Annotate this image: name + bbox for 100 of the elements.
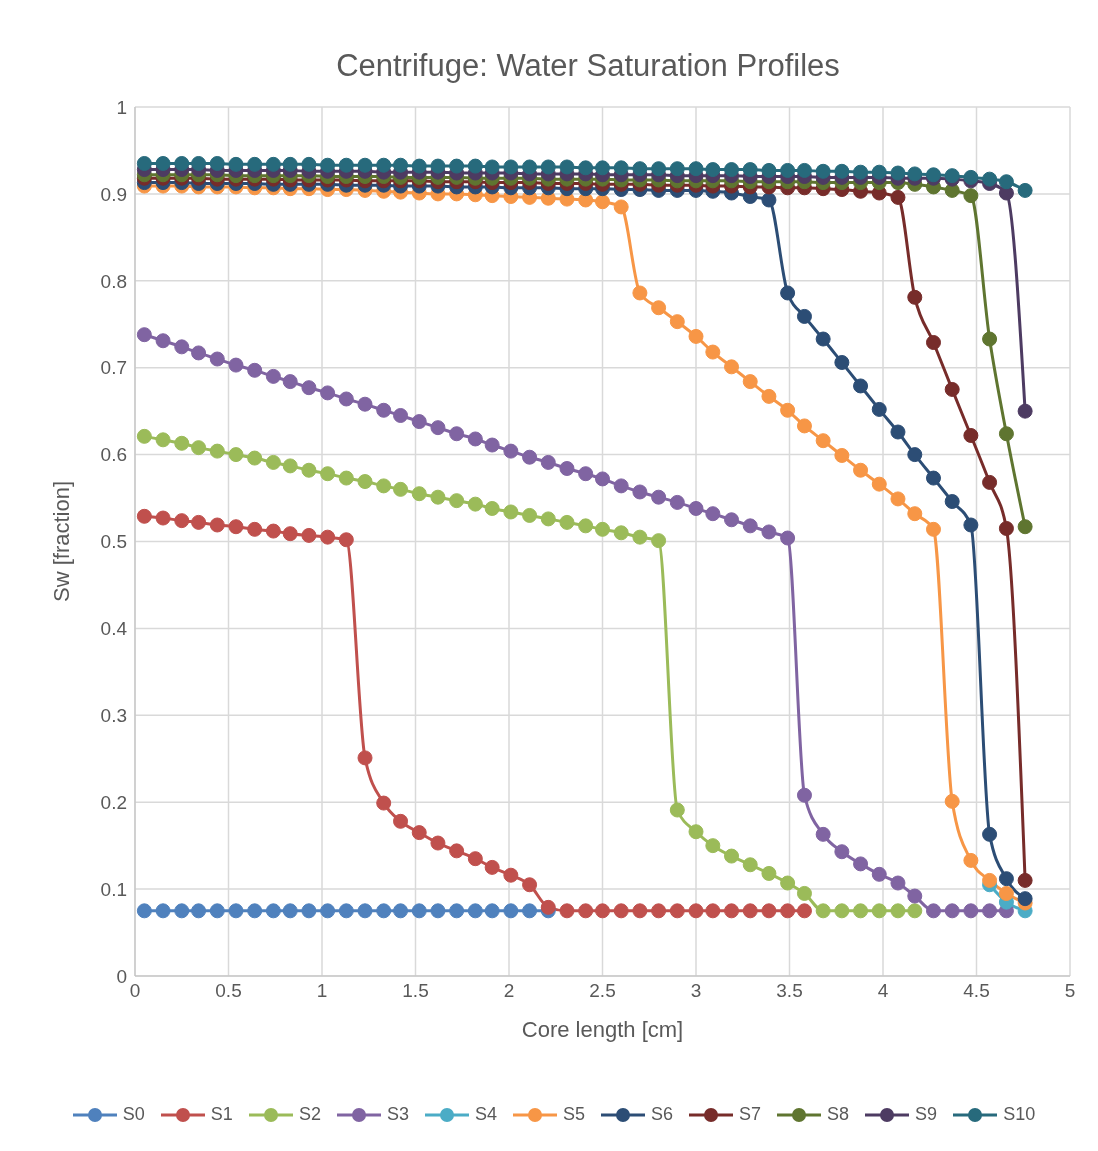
point: [320, 157, 336, 173]
point: [853, 378, 869, 394]
point: [357, 903, 373, 919]
y-tick-label: 0.3: [100, 705, 127, 727]
point: [393, 408, 409, 423]
point: [411, 486, 427, 502]
point: [669, 802, 685, 818]
point: [282, 903, 298, 919]
point: [907, 506, 923, 522]
point: [282, 374, 298, 390]
point: [430, 420, 446, 436]
point: [155, 903, 171, 919]
x-tick-label: 3.5: [776, 980, 803, 1002]
point: [376, 157, 392, 173]
x-tick-label: 3: [690, 980, 702, 1002]
point: [467, 903, 483, 919]
point: [944, 793, 960, 809]
point: [228, 903, 244, 919]
point: [376, 795, 392, 811]
point: [578, 903, 594, 919]
point: [944, 381, 960, 397]
point: [301, 156, 317, 172]
point: [209, 155, 225, 171]
point: [742, 374, 758, 390]
point: [632, 161, 648, 177]
point: [503, 867, 519, 883]
point: [963, 188, 979, 204]
point: [430, 158, 446, 174]
point: [191, 514, 207, 530]
point: [503, 443, 519, 459]
point: [522, 449, 538, 465]
point: [742, 162, 758, 178]
point: [1017, 403, 1033, 419]
y-tick-label: 0: [116, 965, 127, 987]
point: [613, 160, 629, 176]
point: [963, 427, 979, 443]
legend-label: S8: [827, 1104, 850, 1125]
point: [136, 508, 152, 524]
point: [982, 474, 998, 490]
point: [209, 903, 225, 919]
point: [982, 826, 998, 842]
point: [651, 903, 667, 919]
point: [136, 155, 152, 171]
point: [522, 507, 538, 523]
point: [522, 159, 538, 175]
point: [301, 903, 317, 919]
point: [632, 529, 648, 545]
point: [540, 899, 556, 915]
y-tick-label: 0.7: [100, 357, 127, 379]
x-tick-label: 0.5: [215, 980, 242, 1002]
point: [320, 385, 336, 401]
point: [780, 402, 796, 418]
point: [228, 447, 244, 463]
point: [430, 489, 446, 505]
legend-label: S4: [474, 1104, 497, 1125]
point: [1017, 891, 1033, 907]
point: [595, 194, 610, 210]
point: [595, 160, 610, 176]
x-tick-label: 1.5: [402, 980, 429, 1002]
y-tick-label: 0.8: [100, 270, 127, 292]
legend-label: S9: [915, 1104, 938, 1125]
point: [651, 300, 667, 316]
point: [522, 903, 538, 919]
point: [669, 494, 685, 510]
point: [503, 159, 519, 175]
point: [540, 511, 556, 527]
point: [265, 523, 281, 539]
x-axis-title: Core length [cm]: [521, 1017, 684, 1042]
point: [595, 471, 610, 487]
point: [357, 396, 373, 412]
point: [522, 877, 538, 893]
point: [174, 435, 190, 451]
x-tick-label: 1: [316, 980, 328, 1002]
point: [724, 848, 740, 864]
point: [780, 530, 796, 546]
legend-label: S6: [651, 1104, 674, 1125]
point: [796, 418, 812, 434]
point: [632, 484, 648, 500]
point: [669, 161, 685, 177]
point: [247, 450, 263, 466]
point: [559, 159, 575, 175]
y-tick-label: 0.6: [100, 444, 127, 466]
point: [815, 163, 831, 179]
point: [761, 388, 777, 404]
point: [834, 163, 850, 179]
point: [815, 903, 831, 919]
point: [613, 478, 629, 494]
point: [780, 162, 796, 178]
point: [411, 903, 427, 919]
point: [688, 500, 704, 516]
point: [925, 521, 941, 537]
point: [228, 357, 244, 373]
point: [742, 857, 758, 873]
point: [338, 391, 354, 407]
point: [191, 345, 207, 361]
point: [247, 156, 263, 172]
point: [282, 526, 298, 542]
point: [484, 859, 500, 875]
point: [871, 164, 887, 180]
point: [155, 432, 171, 448]
